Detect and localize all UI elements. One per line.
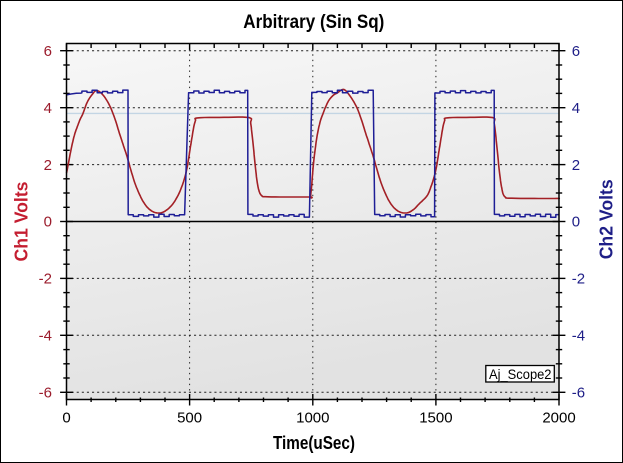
svg-text:6: 6: [44, 43, 52, 60]
svg-text:4: 4: [572, 100, 580, 117]
svg-text:Ch2 Volts: Ch2 Volts: [597, 179, 617, 259]
svg-text:-6: -6: [572, 385, 585, 402]
svg-text:-4: -4: [572, 328, 585, 345]
svg-text:500: 500: [177, 410, 202, 427]
svg-text:0: 0: [44, 214, 52, 231]
svg-text:6: 6: [572, 43, 580, 60]
svg-text:4: 4: [44, 100, 52, 117]
svg-text:1000: 1000: [296, 410, 329, 427]
svg-text:0: 0: [572, 214, 580, 231]
svg-text:-2: -2: [572, 271, 585, 288]
svg-text:1500: 1500: [419, 410, 452, 427]
svg-text:2000: 2000: [542, 410, 575, 427]
svg-text:-6: -6: [39, 385, 52, 402]
svg-text:-4: -4: [39, 328, 52, 345]
svg-text:0: 0: [62, 410, 70, 427]
svg-text:Time(uSec): Time(uSec): [273, 433, 355, 453]
svg-text:-2: -2: [39, 271, 52, 288]
svg-text:Ch1 Volts: Ch1 Volts: [11, 182, 31, 262]
svg-text:2: 2: [44, 157, 52, 174]
svg-text:Arbitrary (Sin Sq): Arbitrary (Sin Sq): [243, 11, 384, 33]
svg-text:Aj_Scope2: Aj_Scope2: [489, 366, 552, 382]
svg-text:2: 2: [572, 157, 580, 174]
